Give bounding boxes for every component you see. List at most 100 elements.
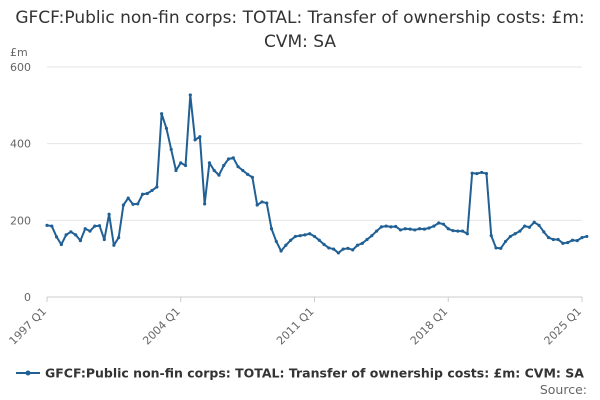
data-point (551, 237, 555, 242)
data-point (317, 238, 321, 242)
data-point (126, 196, 130, 200)
data-point (394, 224, 398, 229)
data-point (64, 233, 68, 237)
data-point (222, 163, 226, 168)
data-point (561, 241, 565, 245)
data-point (260, 200, 264, 204)
data-point (480, 170, 484, 175)
data-point (78, 239, 83, 243)
grid-layer (47, 66, 582, 221)
axis-layer: 0 200 400 600 1997 Q1 2004 Q1 2011 Q1 2018 Q1 20… (7, 61, 585, 347)
y-tick-label: 0 (24, 291, 31, 304)
data-point (527, 225, 532, 229)
data-point (117, 235, 121, 240)
data-point (83, 227, 87, 231)
data-point (375, 229, 379, 233)
series-line (46, 93, 588, 254)
data-point (198, 135, 202, 139)
data-point (585, 234, 589, 239)
data-point (537, 223, 541, 227)
data-point (255, 203, 259, 207)
data-point (484, 171, 489, 176)
data-point (136, 202, 140, 206)
data-point (470, 171, 474, 175)
data-point (556, 237, 560, 242)
chart-title: GFCF:Public non-fin corps: TOTAL: Transf… (15, 8, 585, 52)
data-point (413, 228, 417, 232)
data-point (503, 239, 508, 244)
data-point (422, 227, 426, 231)
data-point (59, 242, 63, 247)
data-point (427, 226, 431, 230)
data-point (193, 138, 197, 142)
data-point (355, 243, 360, 247)
data-point (508, 234, 512, 239)
data-point (532, 220, 536, 224)
data-point (112, 243, 116, 247)
data-point (417, 227, 422, 231)
data-point (384, 224, 388, 228)
data-point (246, 172, 250, 176)
data-point (494, 246, 498, 250)
data-point (389, 225, 393, 229)
x-tick-label: 2011 Q1 (274, 305, 317, 348)
data-point (50, 224, 54, 228)
data-point (102, 237, 106, 242)
data-point (121, 203, 126, 207)
data-point (160, 112, 164, 116)
y-axis-unit-label: £m (10, 46, 28, 59)
data-point (188, 93, 192, 97)
data-point (155, 185, 159, 189)
data-point (250, 175, 254, 179)
x-tick-label: 2018 Q1 (408, 305, 451, 348)
data-point (293, 234, 297, 239)
legend-point-marker (25, 370, 31, 376)
data-point (475, 171, 479, 176)
data-point (174, 168, 178, 173)
data-point (107, 212, 111, 216)
data-point (217, 173, 221, 177)
data-point (179, 161, 183, 165)
data-point (322, 242, 326, 247)
data-point (575, 239, 579, 243)
data-point (408, 227, 412, 231)
data-point (88, 229, 92, 233)
x-tick-label: 1997 Q1 (7, 305, 50, 348)
data-point (327, 246, 331, 250)
data-point (437, 221, 441, 225)
data-point (207, 161, 212, 165)
data-point (212, 168, 216, 173)
data-point (580, 235, 584, 240)
data-point (236, 165, 240, 169)
data-point (140, 192, 145, 196)
data-point (499, 246, 503, 250)
data-point (131, 202, 135, 206)
data-point (312, 234, 317, 239)
data-point (241, 168, 245, 173)
data-point (145, 191, 149, 196)
data-point (336, 251, 340, 255)
data-point (226, 157, 231, 161)
y-tick-label: 400 (10, 138, 31, 151)
data-point (274, 239, 278, 244)
data-point (164, 126, 169, 130)
data-point (351, 248, 355, 252)
legend-label: GFCF:Public non-fin corps: TOTAL: Transf… (45, 366, 584, 381)
data-point (446, 227, 450, 231)
data-point (403, 227, 407, 231)
legend[interactable]: GFCF:Public non-fin corps: TOTAL: Transf… (16, 366, 584, 381)
data-point (546, 235, 551, 240)
data-point (460, 229, 465, 233)
data-point (332, 247, 336, 251)
data-point (150, 188, 154, 193)
data-point (284, 243, 288, 247)
data-point (432, 224, 436, 228)
data-point (69, 230, 73, 234)
series-layer (45, 93, 589, 255)
data-point (365, 237, 369, 242)
data-point (451, 229, 455, 233)
x-tick-label: 2004 Q1 (140, 305, 183, 348)
data-point (513, 232, 517, 236)
data-point (203, 202, 207, 206)
